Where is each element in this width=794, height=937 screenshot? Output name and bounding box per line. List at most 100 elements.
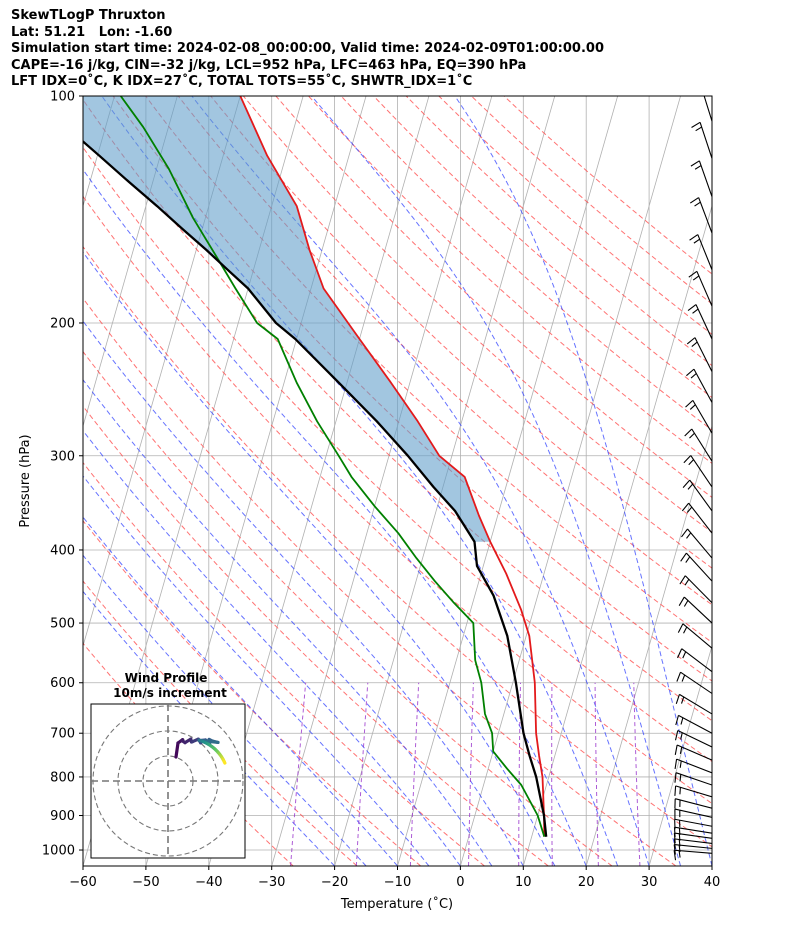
cape-shading bbox=[83, 96, 491, 542]
y-tick-label: 600 bbox=[50, 676, 75, 691]
barb-flag bbox=[677, 648, 683, 659]
barb-flag bbox=[675, 715, 679, 726]
dry-adiabat bbox=[242, 96, 712, 533]
wind-barb bbox=[685, 399, 712, 434]
barb-flag bbox=[674, 744, 678, 755]
wind-barb bbox=[674, 785, 712, 798]
wind-barb bbox=[674, 772, 712, 786]
barb-flag bbox=[679, 575, 686, 585]
barb-flag bbox=[682, 479, 691, 488]
barb-shaft bbox=[696, 271, 712, 307]
mixing-ratio-line bbox=[355, 682, 369, 866]
wind-barb bbox=[674, 808, 712, 820]
barb-flag bbox=[681, 528, 688, 538]
index-line: LFT IDX=0˚C, K IDX=27˚C, TOTAL TOTS=55˚C… bbox=[11, 74, 473, 90]
x-tick-label: 20 bbox=[578, 875, 595, 890]
wind-barb bbox=[684, 428, 712, 462]
y-tick-label: 500 bbox=[50, 617, 75, 632]
hodograph: Wind Profile 10m/s increment bbox=[90, 671, 246, 859]
wind-barb bbox=[683, 455, 712, 488]
mixing-ratio-line bbox=[290, 682, 307, 866]
temperature-line bbox=[239, 96, 546, 837]
barb-shaft bbox=[682, 623, 712, 649]
wind-barb bbox=[689, 197, 712, 234]
y-tick-label: 400 bbox=[50, 543, 75, 558]
barb-shaft bbox=[687, 528, 712, 559]
wind-barb bbox=[674, 798, 712, 809]
barb-flag bbox=[678, 596, 685, 606]
wind-barb bbox=[691, 121, 712, 159]
barb-shaft bbox=[674, 838, 712, 844]
x-tick-label: −50 bbox=[132, 875, 159, 890]
barb-flag bbox=[679, 746, 683, 754]
barb-flag bbox=[692, 275, 700, 281]
barb-flag bbox=[691, 121, 701, 128]
mixing-ratio-line bbox=[551, 682, 553, 866]
skewed-isotherm bbox=[648, 644, 712, 866]
x-tick-label: 0 bbox=[456, 875, 464, 890]
barb-shaft bbox=[693, 368, 712, 403]
mixing-ratio-line bbox=[468, 682, 474, 866]
barb-flag bbox=[696, 90, 702, 93]
moist-adiabat bbox=[191, 96, 650, 866]
wind-barb bbox=[686, 337, 712, 372]
barb-flag bbox=[694, 165, 702, 170]
barb-flag bbox=[686, 337, 696, 345]
y-tick-label: 1000 bbox=[42, 844, 75, 859]
dry-adiabat bbox=[308, 96, 712, 464]
parcel-profile-line bbox=[83, 140, 548, 837]
wind-barb bbox=[675, 693, 712, 715]
skewed-isotherm bbox=[711, 864, 712, 866]
barb-flag bbox=[687, 483, 694, 490]
x-tick-label: 10 bbox=[515, 875, 532, 890]
wind-barb bbox=[677, 648, 712, 673]
barb-shaft bbox=[695, 304, 712, 340]
wind-barb bbox=[681, 528, 712, 559]
barb-flag bbox=[684, 428, 693, 437]
barb-flag bbox=[674, 730, 679, 741]
hodograph-segment bbox=[174, 741, 180, 759]
barb-flag bbox=[674, 759, 678, 770]
skewed-isotherm bbox=[585, 424, 712, 866]
barb-shaft bbox=[697, 234, 712, 270]
dry-adiabat bbox=[83, 461, 485, 866]
barb-flag bbox=[686, 506, 693, 513]
barb-shaft bbox=[678, 714, 712, 734]
barb-flag bbox=[677, 623, 684, 633]
barb-shaft bbox=[674, 832, 712, 839]
barb-flag bbox=[683, 626, 688, 634]
dewpoint-line bbox=[119, 96, 546, 837]
barb-shaft bbox=[675, 785, 712, 798]
dry-adiabat bbox=[83, 297, 677, 866]
moist-adiabat bbox=[83, 320, 524, 866]
barb-flag bbox=[690, 373, 697, 379]
barb-shaft bbox=[680, 671, 712, 694]
barb-shaft bbox=[675, 798, 712, 809]
barb-shaft bbox=[674, 818, 712, 827]
barb-shaft bbox=[691, 428, 712, 462]
dry-adiabat bbox=[210, 96, 712, 569]
y-tick-label: 900 bbox=[50, 809, 75, 824]
barb-flag bbox=[688, 459, 694, 466]
x-axis-label: Temperature (˚C) bbox=[340, 896, 453, 912]
x-tick-label: 30 bbox=[641, 875, 658, 890]
moist-adiabat bbox=[454, 96, 712, 866]
barb-flag bbox=[674, 785, 677, 796]
barb-shaft bbox=[674, 808, 712, 818]
x-tick-label: −10 bbox=[384, 875, 411, 890]
barb-flag bbox=[680, 696, 685, 704]
barb-flag bbox=[680, 717, 684, 725]
dry-adiabat bbox=[373, 96, 712, 399]
barb-shaft bbox=[684, 575, 712, 604]
wind-barb bbox=[682, 479, 712, 512]
wind-barb bbox=[673, 844, 712, 855]
barb-flag bbox=[685, 399, 694, 408]
dry-adiabat bbox=[145, 96, 712, 643]
dry-adiabat bbox=[83, 195, 712, 805]
wind-barb bbox=[679, 575, 712, 604]
wind-barb bbox=[696, 90, 712, 122]
barb-flag bbox=[678, 850, 681, 858]
barb-flag bbox=[694, 201, 701, 207]
wind-barb bbox=[674, 744, 712, 761]
wind-barb bbox=[690, 160, 712, 197]
